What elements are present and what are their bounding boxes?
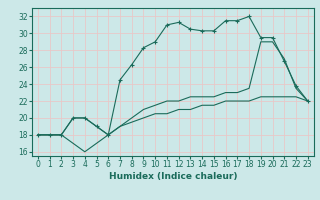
X-axis label: Humidex (Indice chaleur): Humidex (Indice chaleur): [108, 172, 237, 181]
